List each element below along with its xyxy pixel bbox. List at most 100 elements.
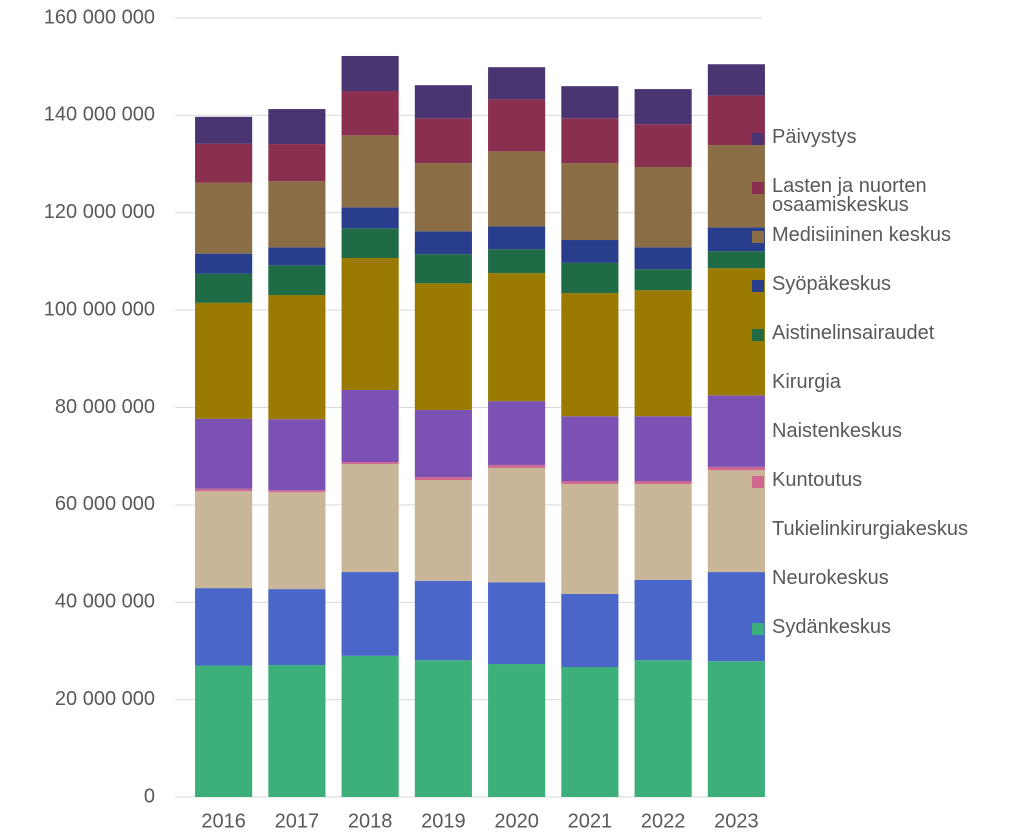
bar-segment — [268, 181, 326, 248]
legend-item: Lasten ja nuorten osaamiskeskus — [752, 175, 987, 226]
bar-segment — [488, 467, 546, 583]
legend-item: Sydänkeskus — [752, 617, 1014, 667]
legend-swatch — [752, 133, 764, 145]
x-tick-label: 2020 — [494, 810, 539, 832]
legend-label: Aistinelinsairaudet — [772, 322, 935, 344]
y-tick-label: 0 — [144, 785, 155, 807]
y-tick-label: 80 000 000 — [55, 396, 155, 418]
bar-segment — [268, 490, 326, 493]
legend-swatch — [752, 378, 764, 390]
y-tick-label: 120 000 000 — [44, 201, 155, 223]
legend-swatch — [752, 280, 764, 292]
bar-segment — [268, 492, 326, 590]
y-tick-label: 140 000 000 — [44, 104, 155, 126]
legend-item: Aistinelinsairaudet — [752, 322, 1014, 373]
legend-swatch — [752, 574, 764, 586]
legend-item: Medisiininen keskus — [752, 224, 1014, 275]
legend-swatch — [752, 476, 764, 488]
bar-segment — [634, 579, 692, 661]
y-tick-label: 100 000 000 — [44, 298, 155, 320]
bar-segment — [341, 135, 399, 208]
bar-segment — [561, 481, 619, 484]
x-tick-label: 2019 — [421, 810, 466, 832]
bar-segment — [414, 163, 472, 232]
bar-segment — [561, 240, 619, 263]
bar-segment — [195, 253, 253, 274]
x-tick-label: 2021 — [568, 810, 613, 832]
bar-segment — [561, 163, 619, 241]
bar-segment — [414, 409, 472, 478]
bar-segment — [414, 477, 472, 481]
bar-segment — [341, 228, 399, 259]
bar-segment — [195, 488, 253, 492]
bar-segment — [488, 99, 546, 152]
x-tick-label: 2016 — [201, 810, 246, 832]
legend-label: Lasten ja nuorten osaamiskeskus — [772, 175, 927, 216]
legend-swatch — [752, 525, 764, 537]
bar-segment — [195, 273, 253, 303]
legend-label: Syöpäkeskus — [772, 273, 891, 295]
bar-segment — [634, 483, 692, 580]
bar-segment — [341, 55, 399, 92]
y-tick-label: 20 000 000 — [55, 688, 155, 710]
bar-segment — [561, 86, 619, 119]
bar-segment — [195, 182, 253, 254]
bar-segment — [707, 466, 765, 471]
bar-segment — [341, 655, 399, 797]
bar-segment — [561, 262, 619, 294]
bar-segment — [268, 665, 326, 797]
bar-segment — [488, 273, 546, 402]
x-tick-label: 2018 — [348, 810, 393, 832]
x-tick-label: 2017 — [275, 810, 320, 832]
legend-item: Tukielinkirurgiakeskus — [752, 519, 1014, 569]
legend-item: Neurokeskus — [752, 568, 1014, 618]
bar-segment — [414, 660, 472, 797]
legend-swatch — [752, 623, 764, 635]
bar-segment — [561, 593, 619, 668]
bar-segment — [341, 572, 399, 656]
bar-segment — [341, 207, 399, 229]
bar-segment — [195, 143, 253, 183]
bar-segment — [488, 151, 546, 227]
x-tick-label: 2023 — [714, 810, 759, 832]
bar-segment — [634, 481, 692, 484]
bar-segment — [268, 265, 326, 296]
bar-segment — [707, 64, 765, 96]
bar-segment — [268, 589, 326, 666]
bar-segment — [634, 416, 692, 482]
bar-segment — [561, 483, 619, 594]
y-tick-label: 60 000 000 — [55, 493, 155, 515]
legend-item: Kuntoutus — [752, 469, 1014, 520]
bar-segment — [195, 418, 253, 489]
legend-item: Syöpäkeskus — [752, 273, 1014, 324]
bar-segment — [195, 491, 253, 589]
bar-segment — [341, 389, 399, 463]
legend-label: Medisiininen keskus — [772, 224, 951, 246]
legend-item: Kirurgia — [752, 372, 1014, 422]
bar-segment — [634, 660, 692, 797]
bar-segment — [488, 664, 546, 797]
legend-swatch — [752, 329, 764, 341]
y-tick-label: 160 000 000 — [44, 6, 155, 28]
bar-segment — [634, 166, 692, 248]
bar-segment — [414, 85, 472, 119]
bar-segment — [634, 247, 692, 270]
bar-segment — [488, 401, 546, 465]
bar-segment — [634, 124, 692, 167]
legend-swatch — [752, 231, 764, 243]
bar-segment — [195, 302, 253, 419]
bar-segment — [414, 118, 472, 164]
legend-item: Päivystys — [752, 127, 1014, 177]
legend-label: Naistenkeskus — [772, 420, 903, 442]
bar-segment — [488, 464, 546, 468]
y-tick-label: 40 000 000 — [55, 591, 155, 613]
legend-label: Kuntoutus — [772, 469, 863, 491]
bar-segment — [707, 572, 765, 662]
bar-segment — [561, 667, 619, 797]
bar-segment — [488, 582, 546, 665]
bar-segment — [341, 258, 399, 390]
bar-segment — [341, 462, 399, 464]
bar-segment — [488, 67, 546, 100]
bar-segment — [414, 254, 472, 284]
